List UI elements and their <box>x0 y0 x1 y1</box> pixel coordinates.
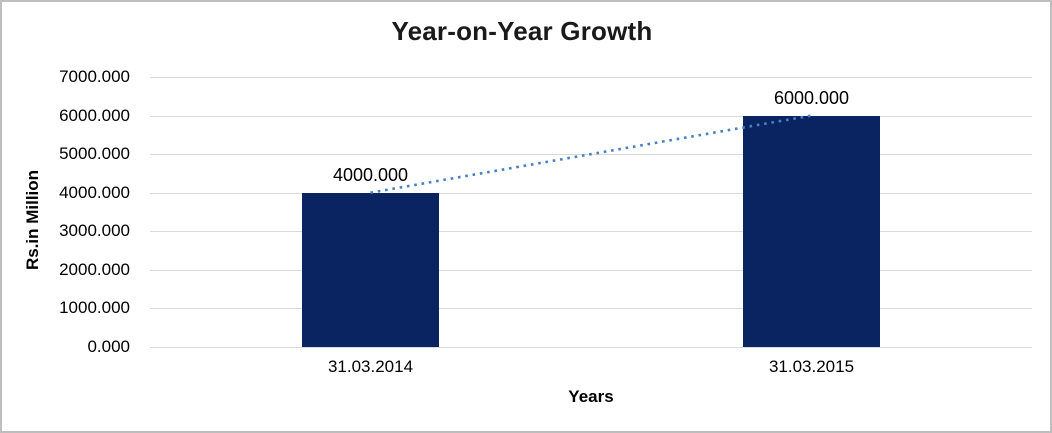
y-tick-label: 1000.000 <box>59 298 130 318</box>
gridline <box>150 115 1032 117</box>
bar-data-label: 4000.000 <box>332 164 409 185</box>
y-tick-label: 3000.000 <box>59 221 130 241</box>
bar-data-label: 6000.000 <box>773 87 850 108</box>
gridline <box>150 269 1032 271</box>
y-tick-label: 7000.000 <box>59 67 130 86</box>
gridline <box>150 231 1032 233</box>
gridline <box>150 347 1032 348</box>
y-tick-label: 2000.000 <box>59 259 130 279</box>
gridline <box>150 192 1032 194</box>
y-tick-label: 0.000 <box>87 337 130 356</box>
x-tick-label: 31.03.2015 <box>768 357 855 376</box>
trendline <box>370 114 812 194</box>
bar-31.03.2014 <box>302 192 439 347</box>
x-axis-title: Years <box>568 387 614 406</box>
y-tick-label: 6000.000 <box>59 105 130 125</box>
plot-area <box>150 77 1032 348</box>
x-tick-label: 31.03.2014 <box>327 357 414 376</box>
chart-title: Year-on-Year Growth <box>391 16 653 46</box>
bar-31.03.2015 <box>743 115 880 347</box>
y-tick-label: 5000.000 <box>59 144 130 164</box>
gridline <box>150 308 1032 310</box>
gridline <box>150 77 1032 78</box>
y-tick-label: 4000.000 <box>59 182 130 202</box>
